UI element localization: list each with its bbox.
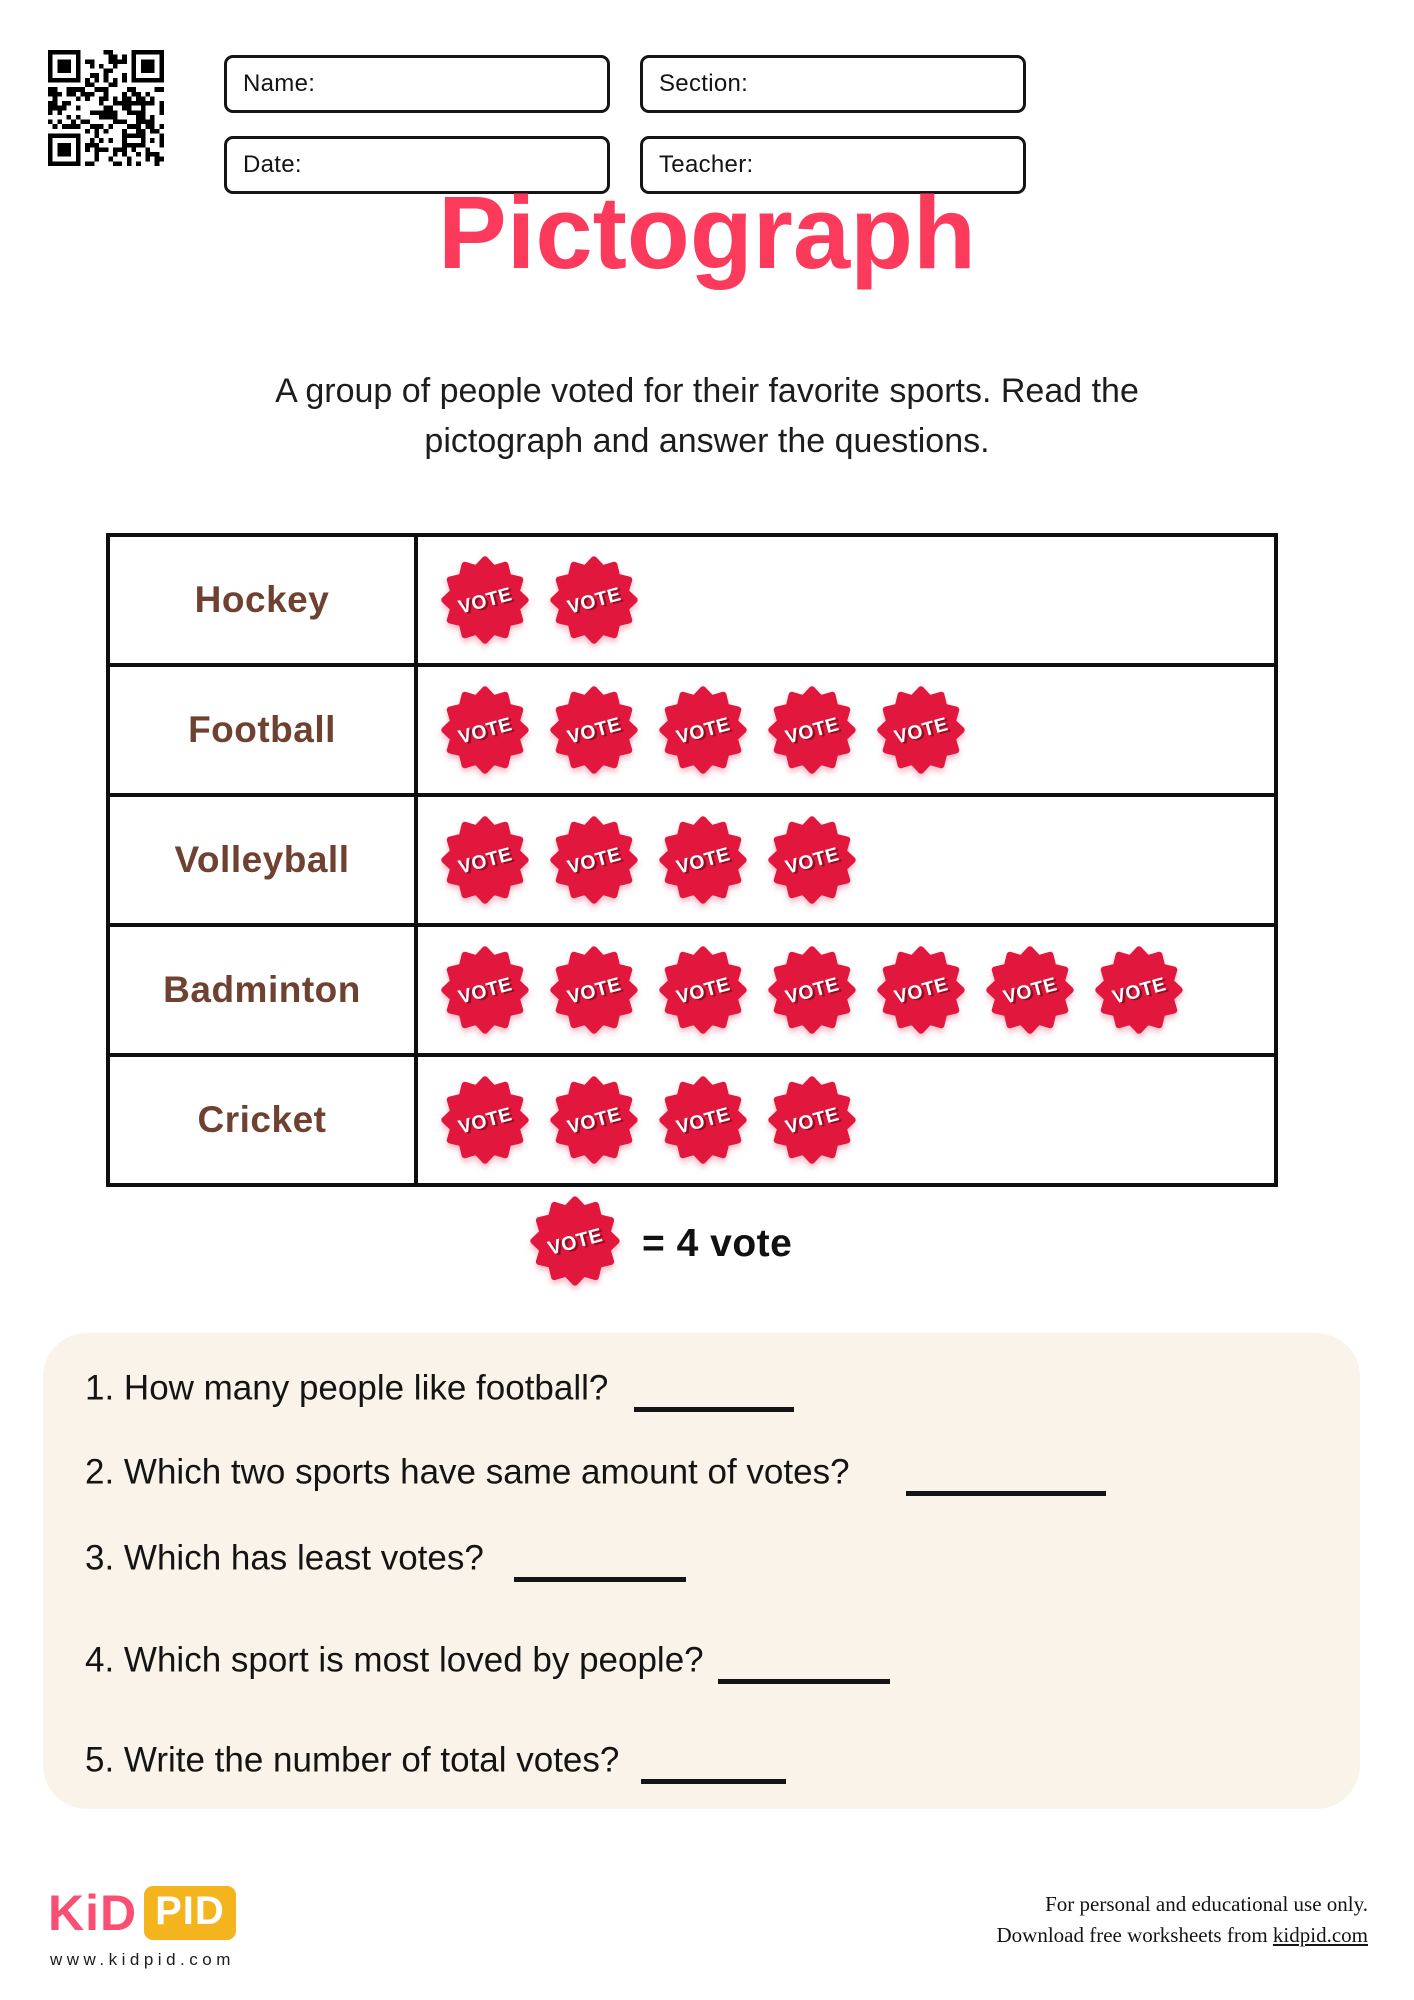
kidpid-logo-kid: KiD: [48, 1885, 138, 1941]
instruction-text: A group of people voted for their favori…: [0, 366, 1414, 466]
teacher-field-label: Teacher:: [659, 151, 754, 178]
kidpid-logo-pid: PID: [144, 1886, 236, 1940]
sport-label: Badminton: [110, 927, 418, 1053]
name-field-box[interactable]: Name:: [224, 55, 610, 113]
date-field-label: Date:: [243, 151, 302, 178]
table-row: Hockey VOTE VOTE VOTE VOTE: [110, 537, 1274, 663]
footer-note-line1: For personal and educational use only.: [1045, 1892, 1368, 1916]
votes-cell: VOTE VOTE VOTE VOTE VOTE VOTE VOTE VOTE VOTE VOTE…: [418, 927, 1274, 1053]
questions-panel: [43, 1333, 1360, 1809]
question-line: 2. Which two sports have same amount of …: [85, 1452, 1106, 1496]
legend-badge-slot: VOTE VOTE: [528, 1194, 622, 1293]
instruction-line-2: pictograph and answer the questions.: [424, 422, 990, 460]
footer-note-line2: Download free worksheets from kidpid.com: [997, 1920, 1369, 1951]
sport-label: Cricket: [110, 1057, 418, 1183]
pictograph-table: Hockey VOTE VOTE VOTE VOTE Football VOTE VOTE VO…: [106, 533, 1278, 1187]
kidpid-link[interactable]: kidpid.com: [1272, 1923, 1368, 1947]
kidpid-website: www.kidpid.com: [50, 1950, 235, 1969]
sport-label: Volleyball: [110, 797, 418, 923]
qr-code: [48, 50, 164, 166]
table-row: Cricket VOTE VOTE VOTE VOTE VOTE VOTE VOTE VOTE: [110, 1053, 1274, 1183]
question-line: 5. Write the number of total votes?: [85, 1740, 787, 1784]
question-text: 5. Write the number of total votes?: [85, 1740, 620, 1780]
teacher-field-box[interactable]: Teacher:: [640, 136, 1026, 194]
page-title: Pictograph: [438, 175, 976, 290]
answer-blank[interactable]: [905, 1452, 1106, 1496]
kidpid-logo: KiD PID: [48, 1884, 236, 1942]
answer-blank[interactable]: [634, 1368, 795, 1412]
question-line: 4. Which sport is most loved by people?: [85, 1640, 890, 1684]
section-field-label: Section:: [659, 70, 749, 97]
name-field-label: Name:: [243, 70, 316, 97]
votes-cell: VOTE VOTE VOTE VOTE VOTE VOTE VOTE VOTE: [418, 1057, 1274, 1183]
footer-note: For personal and educational use only. D…: [997, 1889, 1369, 1951]
votes-cell: VOTE VOTE VOTE VOTE: [418, 537, 1274, 663]
votes-cell: VOTE VOTE VOTE VOTE VOTE VOTE VOTE VOTE VOTE VOTE: [418, 667, 1274, 793]
question-line: 3. Which has least votes?: [85, 1538, 686, 1582]
question-text: 4. Which sport is most loved by people?: [85, 1640, 704, 1680]
votes-cell: VOTE VOTE VOTE VOTE VOTE VOTE VOTE VOTE: [418, 797, 1274, 923]
sport-label: Football: [110, 667, 418, 793]
question-text: 2. Which two sports have same amount of …: [85, 1452, 850, 1492]
question-line: 1. How many people like football?: [85, 1368, 795, 1412]
table-row: Football VOTE VOTE VOTE VOTE VOTE VOTE VOTE VOTE…: [110, 663, 1274, 793]
pictograph-legend: VOTE VOTE = 4 vote: [528, 1194, 792, 1293]
answer-blank[interactable]: [513, 1538, 686, 1582]
answer-blank[interactable]: [641, 1740, 787, 1784]
table-row: Volleyball VOTE VOTE VOTE VOTE VOTE VOTE VOTE VO…: [110, 793, 1274, 923]
footer-note-line2-prefix: Download free worksheets from: [996, 1923, 1273, 1947]
question-text: 1. How many people like football?: [85, 1368, 609, 1408]
legend-text: = 4 vote: [642, 1221, 793, 1265]
sport-label: Hockey: [110, 537, 418, 663]
section-field-box[interactable]: Section:: [640, 55, 1026, 113]
date-field-box[interactable]: Date:: [224, 136, 610, 194]
table-row: Badminton VOTE VOTE VOTE VOTE VOTE VOTE VOTE VOT…: [110, 923, 1274, 1053]
instruction-line-1: A group of people voted for their favori…: [275, 372, 1139, 410]
question-text: 3. Which has least votes?: [85, 1538, 484, 1578]
answer-blank[interactable]: [717, 1640, 890, 1684]
